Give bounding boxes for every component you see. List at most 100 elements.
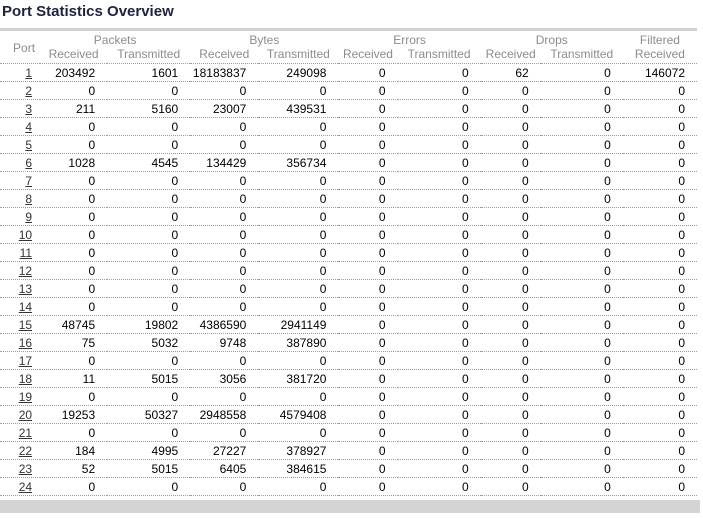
table-row-port-20: 20 19253 50327 2948558 4579408 0 0 0 0 0 — [0, 406, 697, 424]
stat-value-cell: 0 — [171, 83, 179, 98]
stat-value-cell: 0 — [171, 227, 179, 242]
stat-value-cell: 0 — [378, 209, 386, 224]
stat-value-cell: 0 — [378, 173, 386, 188]
port-link[interactable]: 24 — [18, 479, 33, 494]
port-link[interactable]: 9 — [25, 209, 33, 224]
stat-value-cell: 0 — [461, 209, 469, 224]
port-link[interactable]: 3 — [25, 101, 33, 116]
port-link[interactable]: 6 — [25, 155, 33, 170]
stat-value-cell: 0 — [461, 245, 469, 260]
port-link[interactable]: 21 — [18, 425, 33, 440]
stat-value-cell: 0 — [678, 191, 685, 206]
stat-value-cell: 0 — [378, 83, 386, 98]
stat-value-cell: 0 — [88, 299, 96, 314]
stat-value-cell: 0 — [239, 209, 247, 224]
stat-value-cell: 0 — [378, 155, 386, 170]
port-link[interactable]: 23 — [18, 461, 33, 476]
port-link[interactable]: 12 — [18, 263, 33, 278]
port-link[interactable]: 15 — [18, 317, 33, 332]
port-link[interactable]: 5 — [25, 137, 33, 152]
stat-value-cell: 134429 — [206, 155, 247, 170]
table-row-port-2: 2 0 0 0 0 0 0 0 0 0 — [0, 82, 697, 100]
port-cell: 9 — [0, 208, 40, 226]
port-link[interactable]: 19 — [18, 389, 33, 404]
stat-value-cell: 0 — [378, 353, 386, 368]
stat-value-cell: 0 — [378, 389, 386, 404]
stat-value-cell: 0 — [522, 443, 529, 458]
stat-value-cell: 0 — [461, 371, 469, 386]
stat-value-cell: 50327 — [144, 407, 179, 422]
port-link[interactable]: 16 — [18, 335, 33, 350]
stat-value-cell: 0 — [522, 119, 529, 134]
stat-value-cell: 48745 — [61, 317, 96, 332]
stat-value-cell: 0 — [604, 425, 611, 440]
port-cell: 21 — [0, 424, 40, 442]
stat-value-cell: 387890 — [286, 335, 327, 350]
stat-value-cell: 0 — [604, 227, 611, 242]
stat-value-cell: 0 — [604, 137, 611, 152]
stat-value-cell: 356734 — [286, 155, 327, 170]
column-header-drops-transmitted: Transmitted — [550, 47, 614, 61]
stat-value-cell: 23007 — [212, 101, 247, 116]
port-link[interactable]: 13 — [18, 281, 33, 296]
stat-value-cell: 0 — [319, 389, 327, 404]
port-link[interactable]: 7 — [25, 173, 33, 188]
port-link[interactable]: 17 — [18, 353, 33, 368]
stat-value-cell: 0 — [604, 443, 611, 458]
stat-value-cell: 0 — [319, 479, 327, 494]
stat-value-cell: 0 — [522, 137, 529, 152]
table-row-port-10: 10 0 0 0 0 0 0 0 0 0 — [0, 226, 697, 244]
stat-value-cell: 0 — [171, 119, 179, 134]
stat-value-cell: 4579408 — [279, 407, 327, 422]
port-cell: 12 — [0, 262, 40, 280]
stat-value-cell: 0 — [88, 425, 96, 440]
stat-value-cell: 0 — [239, 425, 247, 440]
port-link[interactable]: 1 — [25, 65, 33, 80]
stat-value-cell: 0 — [239, 83, 247, 98]
port-cell: 19 — [0, 388, 40, 406]
table-footer-bar — [0, 500, 700, 513]
port-link[interactable]: 10 — [18, 227, 33, 242]
stat-value-cell: 0 — [604, 281, 611, 296]
stat-value-cell: 0 — [378, 263, 386, 278]
port-cell: 20 — [0, 406, 40, 424]
stat-value-cell: 0 — [604, 263, 611, 278]
stat-value-cell: 0 — [522, 227, 529, 242]
stat-value-cell: 0 — [378, 101, 386, 116]
stat-value-cell: 0 — [461, 83, 469, 98]
stat-value-cell: 0 — [604, 461, 611, 476]
stat-value-cell: 0 — [678, 317, 685, 332]
table-row-port-7: 7 0 0 0 0 0 0 0 0 0 — [0, 172, 697, 190]
port-link[interactable]: 2 — [25, 83, 33, 98]
stat-value-cell: 0 — [461, 173, 469, 188]
stat-value-cell: 0 — [678, 281, 685, 296]
port-link[interactable]: 20 — [18, 407, 33, 422]
stat-value-cell: 0 — [678, 119, 685, 134]
port-link[interactable]: 22 — [18, 443, 33, 458]
stat-value-cell: 0 — [604, 353, 611, 368]
stat-value-cell: 5032 — [151, 335, 179, 350]
port-link[interactable]: 4 — [25, 119, 33, 134]
stat-value-cell: 0 — [522, 407, 529, 422]
port-link[interactable]: 11 — [19, 245, 33, 260]
stat-value-cell: 0 — [239, 137, 247, 152]
port-link[interactable]: 14 — [18, 299, 33, 314]
stat-value-cell: 4545 — [151, 155, 179, 170]
table-row-port-12: 12 0 0 0 0 0 0 0 0 0 — [0, 262, 697, 280]
stat-value-cell: 0 — [522, 317, 529, 332]
stat-value-cell: 0 — [522, 83, 529, 98]
stat-value-cell: 0 — [604, 191, 611, 206]
stat-value-cell: 0 — [171, 479, 179, 494]
stat-value-cell: 5160 — [151, 101, 179, 116]
stat-value-cell: 0 — [604, 479, 611, 494]
port-link[interactable]: 18 — [18, 371, 33, 386]
stat-value-cell: 1028 — [68, 155, 96, 170]
stat-value-cell: 0 — [678, 137, 685, 152]
port-link[interactable]: 8 — [25, 191, 33, 206]
table-row-port-19: 19 0 0 0 0 0 0 0 0 0 — [0, 388, 697, 406]
stat-value-cell: 0 — [461, 101, 469, 116]
stat-value-cell: 0 — [522, 425, 529, 440]
table-row-port-24: 24 0 0 0 0 0 0 0 0 0 — [0, 478, 697, 496]
stat-value-cell: 0 — [604, 245, 611, 260]
